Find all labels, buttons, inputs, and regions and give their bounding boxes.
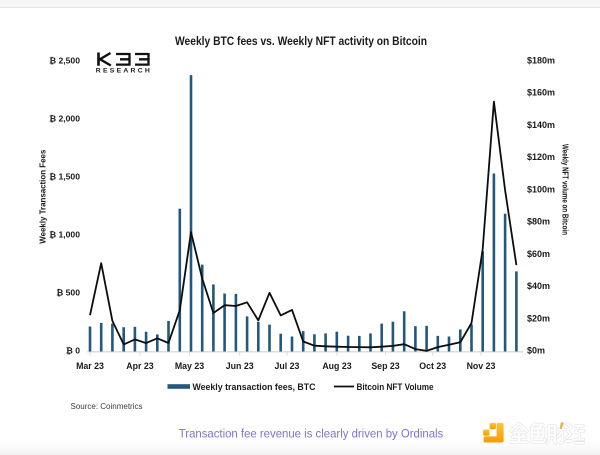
svg-text:$120m: $120m bbox=[527, 152, 555, 162]
svg-text:Weekly NFT volume on Bitcoin: Weekly NFT volume on Bitcoin bbox=[561, 144, 570, 235]
svg-text:Weekly BTC fees vs. Weekly NFT: Weekly BTC fees vs. Weekly NFT activity … bbox=[175, 34, 427, 48]
svg-text:Nov 23: Nov 23 bbox=[467, 361, 496, 371]
svg-text:$180m: $180m bbox=[527, 55, 555, 65]
svg-text:$100m: $100m bbox=[527, 184, 555, 194]
svg-text:Apr 23: Apr 23 bbox=[126, 361, 153, 371]
svg-text:$40m: $40m bbox=[527, 281, 550, 291]
svg-text:₿ 2,000: ₿ 2,000 bbox=[49, 113, 80, 123]
svg-text:Mar 23: Mar 23 bbox=[76, 361, 104, 371]
svg-text:Source: Coinmetrics: Source: Coinmetrics bbox=[71, 401, 143, 411]
svg-text:$140m: $140m bbox=[527, 120, 555, 130]
svg-text:Transaction fee revenue is cle: Transaction fee revenue is clearly drive… bbox=[179, 427, 444, 441]
svg-text:₿ 500: ₿ 500 bbox=[56, 288, 80, 298]
svg-text:$0m: $0m bbox=[527, 346, 545, 356]
svg-text:$60m: $60m bbox=[527, 249, 550, 259]
svg-text:₿ 2,500: ₿ 2,500 bbox=[49, 55, 80, 65]
svg-text:Oct 23: Oct 23 bbox=[419, 361, 446, 371]
svg-text:RESEARCH: RESEARCH bbox=[96, 68, 150, 75]
svg-text:Weekly transaction fees, BTC: Weekly transaction fees, BTC bbox=[193, 382, 317, 392]
svg-text:May 23: May 23 bbox=[175, 361, 204, 371]
svg-text:$160m: $160m bbox=[527, 88, 555, 98]
svg-text:$20m: $20m bbox=[527, 313, 550, 323]
svg-text:Jun 23: Jun 23 bbox=[226, 361, 254, 371]
svg-text:$80m: $80m bbox=[527, 217, 550, 227]
svg-text:₿ 0: ₿ 0 bbox=[66, 346, 80, 356]
svg-text:Aug 23: Aug 23 bbox=[322, 361, 351, 371]
svg-text:Bitcoin NFT Volume: Bitcoin NFT Volume bbox=[357, 382, 434, 392]
svg-text:Sep 23: Sep 23 bbox=[371, 361, 399, 371]
svg-text:₿ 1,500: ₿ 1,500 bbox=[49, 172, 80, 182]
svg-text:Weekly Transaction Fees: Weekly Transaction Fees bbox=[38, 149, 47, 244]
svg-text:₿ 1,000: ₿ 1,000 bbox=[49, 230, 80, 240]
svg-text:Jul 23: Jul 23 bbox=[275, 361, 300, 371]
